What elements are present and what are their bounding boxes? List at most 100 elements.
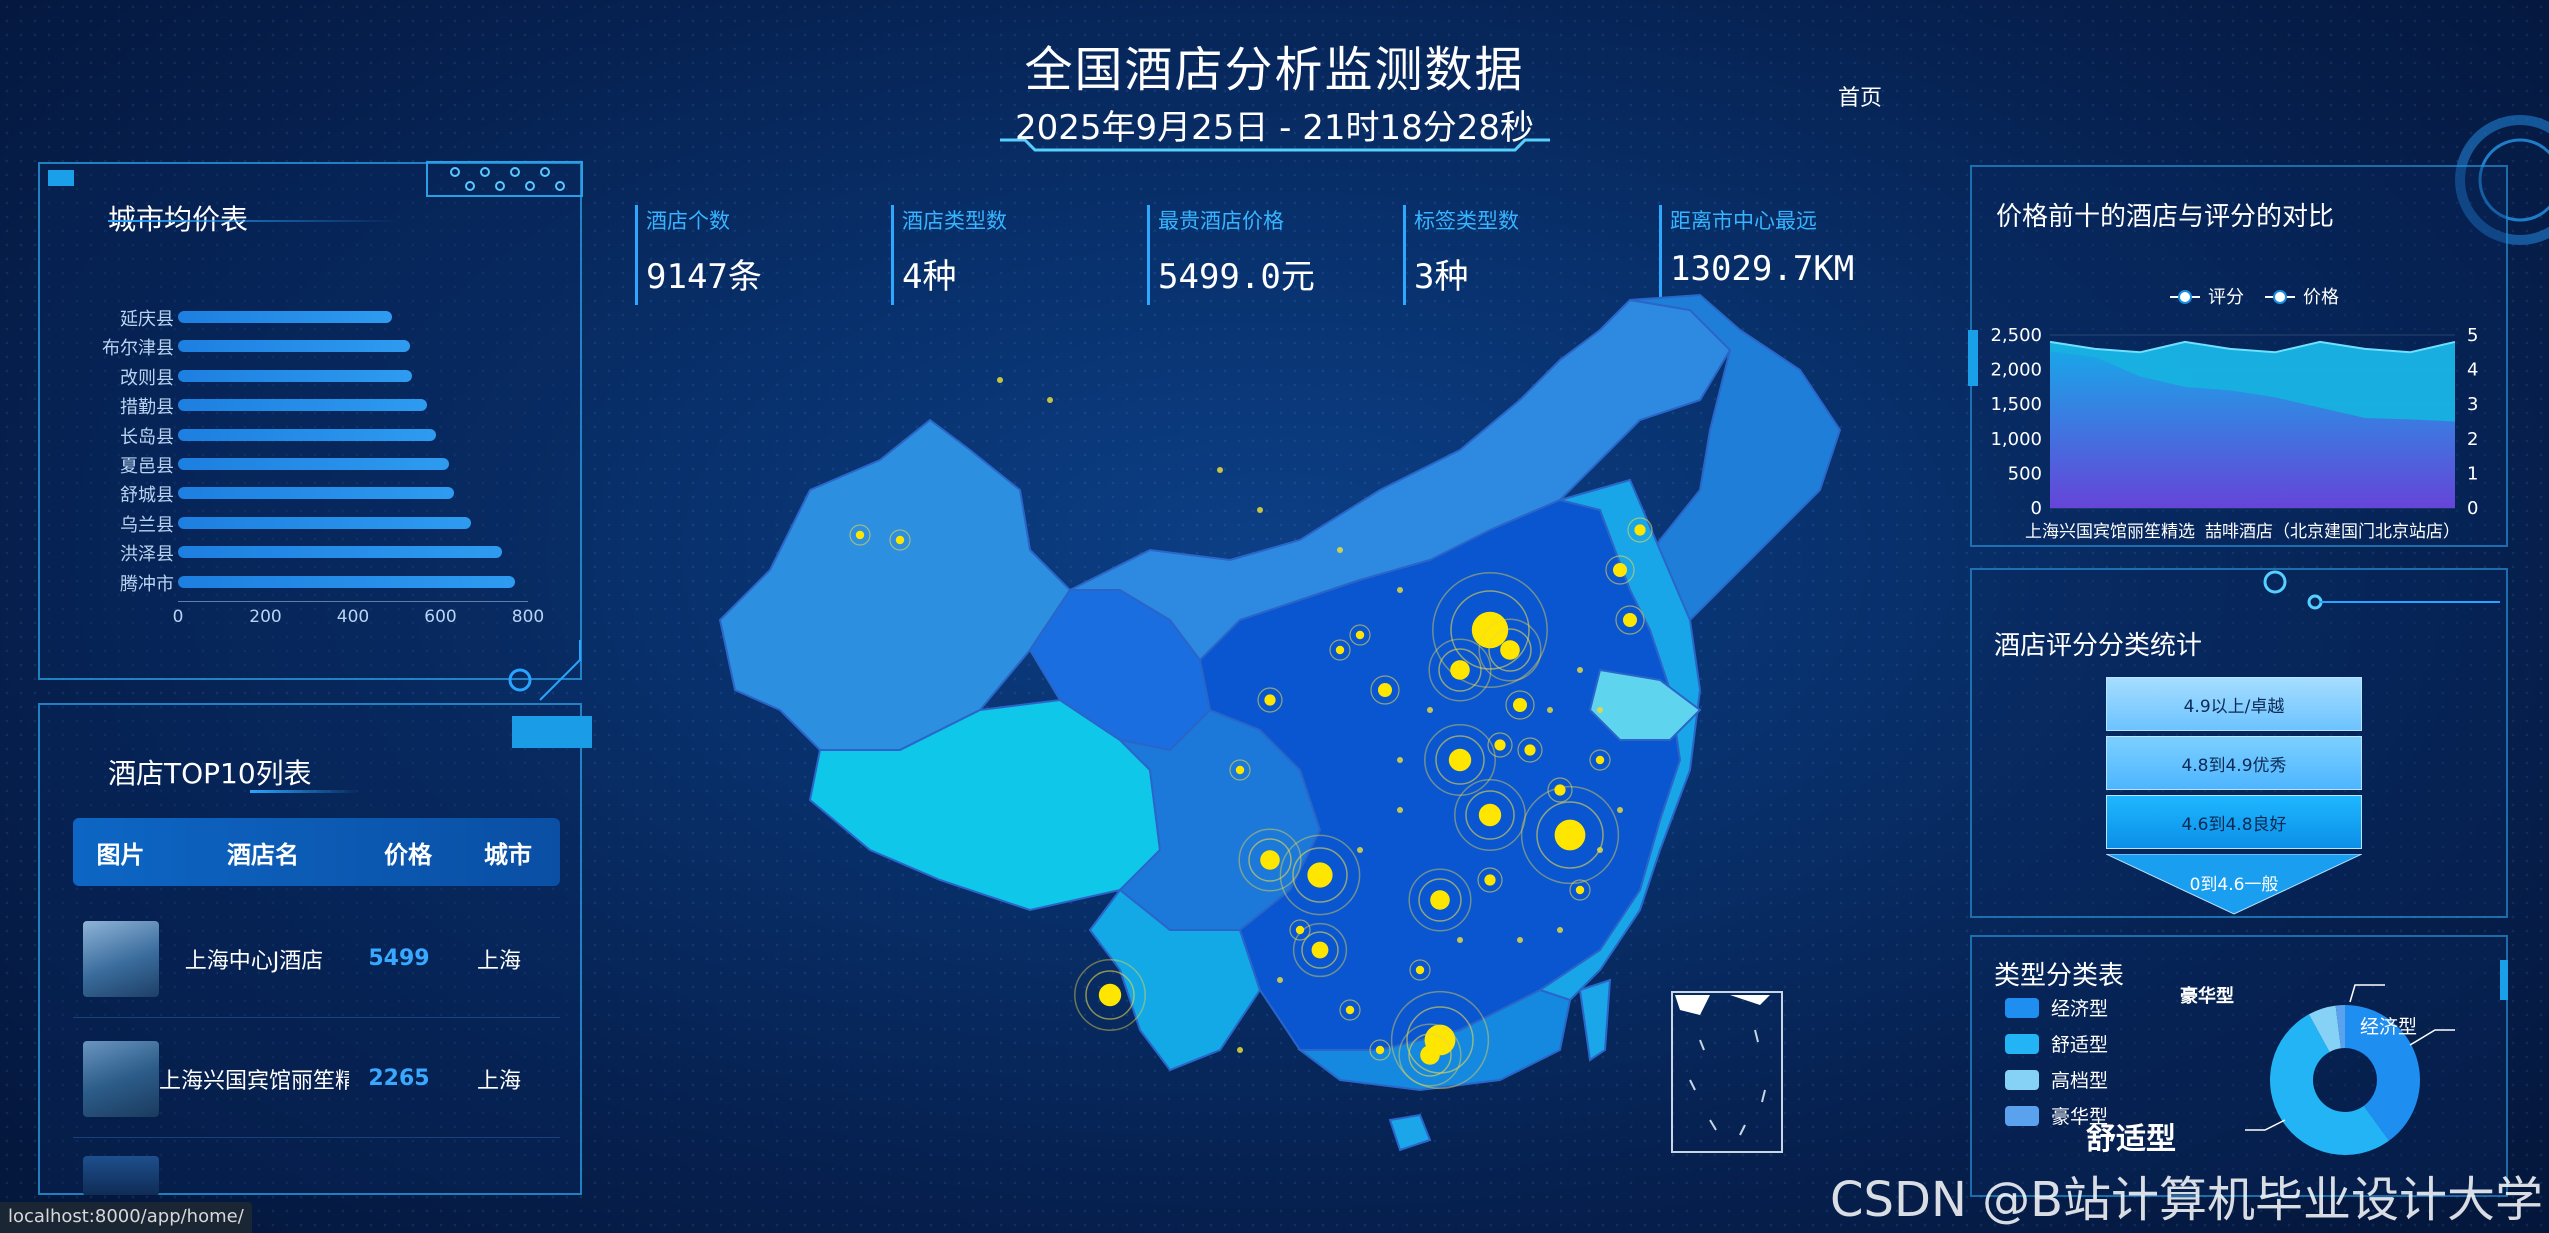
map-point[interactable] xyxy=(1047,397,1053,403)
map-point[interactable] xyxy=(1295,925,1305,935)
map-point[interactable] xyxy=(1513,698,1527,712)
map-point[interactable] xyxy=(1634,524,1646,536)
map-point[interactable] xyxy=(1430,890,1450,910)
bar-mark[interactable] xyxy=(178,399,428,412)
map-point[interactable] xyxy=(1237,1047,1243,1053)
city-avg-price-panel xyxy=(38,162,582,680)
map-ripple xyxy=(1589,749,1611,771)
map-point[interactable] xyxy=(1311,941,1329,959)
map-point[interactable] xyxy=(1597,847,1603,853)
map-point[interactable] xyxy=(1517,937,1523,943)
bar-category-label: 布尔津县 xyxy=(102,338,174,360)
map-point[interactable] xyxy=(1554,784,1566,796)
map-point[interactable] xyxy=(997,377,1003,383)
map-point[interactable] xyxy=(1450,660,1470,680)
map-point[interactable] xyxy=(1397,807,1403,813)
map-point[interactable] xyxy=(1335,645,1345,655)
map-point[interactable] xyxy=(1448,748,1472,772)
map-point[interactable] xyxy=(1355,630,1365,640)
bar-mark[interactable] xyxy=(178,369,413,382)
map-ripple xyxy=(1390,990,1490,1090)
map-point[interactable] xyxy=(1500,640,1520,660)
map-point[interactable] xyxy=(1277,977,1283,983)
stat-value: 13029.7KM xyxy=(1670,249,1855,289)
bar-mark[interactable] xyxy=(178,311,393,323)
bar-mark[interactable] xyxy=(178,546,502,559)
donut-slice[interactable] xyxy=(2335,1005,2345,1049)
y-left-tick: 2,000 xyxy=(1990,360,2042,381)
map-point[interactable] xyxy=(1524,744,1536,756)
datetime-clock: 2025年9月25日 - 21时18分28秒 xyxy=(1014,108,1535,148)
map-point[interactable] xyxy=(1471,611,1509,649)
map-point[interactable] xyxy=(1554,819,1586,851)
map-point[interactable] xyxy=(1427,707,1433,713)
map-point[interactable] xyxy=(855,530,865,540)
map-point[interactable] xyxy=(1375,1045,1385,1055)
legend-item[interactable]: 高档型 xyxy=(2005,1066,2108,1093)
table-row[interactable]: 上海兴国宾馆丽笙精选 2265 上海 xyxy=(73,1020,560,1138)
donut-slice[interactable] xyxy=(2345,1005,2420,1141)
bar-mark[interactable] xyxy=(178,340,410,353)
type-title: 类型分类表 xyxy=(1994,961,2125,991)
x-tick-label: 0 xyxy=(172,607,184,627)
bar-mark[interactable] xyxy=(178,516,472,529)
map-point[interactable] xyxy=(1345,1005,1355,1015)
pie-leader-line xyxy=(2349,984,2385,1003)
map-ripple xyxy=(1627,517,1653,543)
legend-item[interactable]: 舒适型 xyxy=(2005,1030,2108,1057)
bar-mark[interactable] xyxy=(178,487,454,500)
legend-item[interactable]: 豪华型 xyxy=(2005,1102,2108,1129)
map-point[interactable] xyxy=(1595,755,1605,765)
map-point[interactable] xyxy=(1235,765,1245,775)
map-point[interactable] xyxy=(1260,850,1280,870)
funnel-step[interactable]: 4.9以上/卓越 xyxy=(2106,677,2362,731)
map-point[interactable] xyxy=(1217,467,1223,473)
map-point[interactable] xyxy=(895,535,905,545)
header-underline xyxy=(1000,138,1550,152)
stat-card-max-distance: 距离市中心最远 13029.7KM xyxy=(1659,205,1919,305)
funnel-step[interactable]: 4.6到4.8良好 xyxy=(2106,795,2362,849)
map-point[interactable] xyxy=(1575,885,1585,895)
bar-mark[interactable] xyxy=(178,458,450,470)
bar-mark[interactable] xyxy=(178,575,515,588)
stat-label: 距离市中心最远 xyxy=(1670,209,1817,233)
nav-home-link[interactable]: 首页 xyxy=(1838,86,1883,111)
map-point[interactable] xyxy=(1337,547,1343,553)
map-point[interactable] xyxy=(1397,587,1403,593)
south-sea-inset xyxy=(1671,991,1783,1153)
map-point[interactable] xyxy=(1397,757,1403,763)
map-region xyxy=(1588,668,1702,741)
map-point[interactable] xyxy=(1547,707,1553,713)
map-point[interactable] xyxy=(1415,965,1425,975)
map-point[interactable] xyxy=(1478,803,1502,827)
map-point[interactable] xyxy=(1617,807,1623,813)
bar-mark[interactable] xyxy=(178,428,437,441)
map-point[interactable] xyxy=(1494,739,1506,751)
map-point[interactable] xyxy=(1098,983,1122,1007)
map-point[interactable] xyxy=(1420,1045,1440,1065)
map-point[interactable] xyxy=(1457,937,1463,943)
donut-slice[interactable] xyxy=(2308,1005,2341,1052)
map-point[interactable] xyxy=(1257,507,1263,513)
funnel-step[interactable]: 0到4.6一般 xyxy=(2189,875,2279,895)
map-point[interactable] xyxy=(1264,694,1276,706)
map-ripple xyxy=(1547,777,1573,803)
map-point[interactable] xyxy=(1597,707,1603,713)
funnel-step[interactable]: 4.8到4.9优秀 xyxy=(2106,736,2362,790)
map-point[interactable] xyxy=(1378,683,1392,697)
map-point[interactable] xyxy=(1357,847,1363,853)
x-tick-label: 600 xyxy=(424,607,457,627)
donut-slice[interactable] xyxy=(2270,1014,2390,1155)
price-area[interactable] xyxy=(2050,351,2455,508)
table-row[interactable] xyxy=(73,1140,560,1195)
y-right-tick: 0 xyxy=(2467,498,2478,519)
map-point[interactable] xyxy=(1623,613,1637,627)
map-point[interactable] xyxy=(1557,927,1563,933)
china-hotel-map[interactable] xyxy=(700,290,1870,1170)
map-point[interactable] xyxy=(1577,667,1583,673)
map-point[interactable] xyxy=(1613,563,1627,577)
map-point[interactable] xyxy=(1307,862,1333,888)
table-row[interactable]: 上海中心J酒店 5499 上海 xyxy=(73,900,560,1018)
legend-item[interactable]: 经济型 xyxy=(2005,994,2108,1021)
map-point[interactable] xyxy=(1484,874,1496,886)
